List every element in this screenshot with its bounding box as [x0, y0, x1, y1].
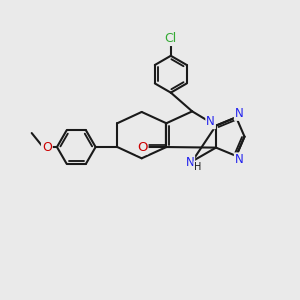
Text: N: N [235, 107, 244, 120]
Text: Cl: Cl [165, 32, 177, 45]
Text: N: N [185, 156, 194, 169]
Text: N: N [235, 153, 244, 166]
Text: O: O [137, 140, 148, 154]
Text: N: N [206, 115, 215, 128]
Text: H: H [194, 162, 201, 172]
Text: O: O [42, 140, 52, 154]
